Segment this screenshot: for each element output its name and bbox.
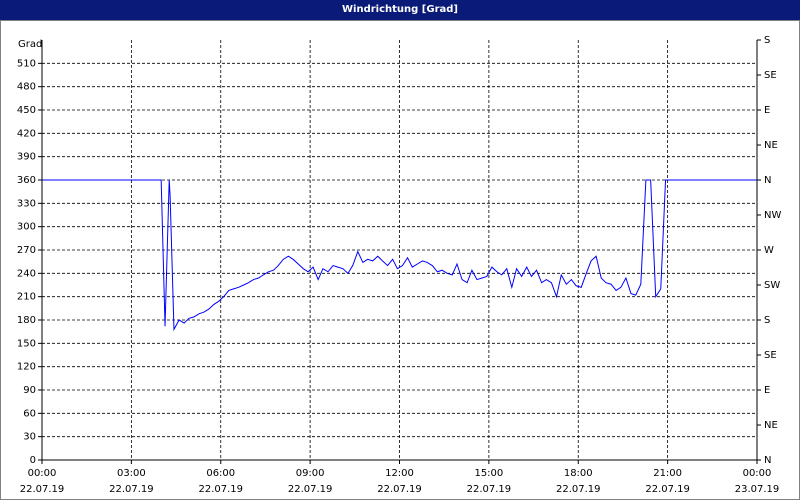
y2-tick-label: N: [764, 175, 771, 186]
x-tick-label: 12:00 22.07.19: [377, 468, 422, 495]
y-tick-label: 60: [23, 408, 36, 419]
y2-tick-label: W: [764, 245, 774, 256]
y-tick-label: 180: [17, 315, 36, 326]
y-tick-label: 240: [17, 268, 36, 279]
x-tick-label: 06:00 22.07.19: [198, 468, 244, 495]
y2-tick-label: NE: [764, 420, 778, 431]
y2-tick-label: NW: [764, 210, 781, 221]
line-series: [42, 179, 757, 332]
y-tick-label: 210: [17, 292, 36, 303]
y2-tick-label: E: [764, 385, 770, 396]
y-tick-label: 480: [17, 82, 36, 93]
y-tick-label: 30: [23, 432, 36, 443]
title-bar: Windrichtung [Grad]: [0, 0, 800, 20]
y-tick-label: 390: [17, 152, 36, 163]
x-tick-label: 00:00 22.07.19: [19, 468, 65, 495]
x-tick-label: 03:00 22.07.19: [109, 468, 154, 495]
y-tick-label: 150: [17, 338, 36, 349]
y2-tick-label: NE: [764, 140, 778, 151]
y-tick-label: 360: [17, 175, 36, 186]
y-tick-label: 270: [17, 245, 36, 256]
x-tick-label: 15:00 22.07.19: [466, 468, 512, 495]
frame: [0, 20, 800, 500]
x-tick-label: 00:00 23.07.19: [734, 468, 780, 495]
y-axis-label: Grad: [18, 39, 42, 50]
x-tick-label: 09:00 22.07.19: [287, 468, 333, 495]
y2-tick-label: S: [764, 315, 770, 326]
y-tick-label: 330: [17, 198, 36, 209]
y2-tick-label: SW: [764, 280, 780, 291]
y-tick-label: 0: [30, 455, 36, 466]
y-tick-label: 450: [17, 105, 36, 116]
y-tick-label: 120: [17, 362, 36, 373]
y2-tick-label: SE: [764, 70, 777, 81]
y2-tick-label: S: [764, 35, 770, 46]
y-tick-label: 90: [23, 385, 36, 396]
y2-tick-label: E: [764, 105, 770, 116]
x-tick-label: 18:00 22.07.19: [555, 468, 601, 495]
y2-tick-label: N: [764, 455, 771, 466]
y2-tick-label: SE: [764, 350, 777, 361]
y-tick-label: 420: [17, 128, 36, 139]
x-tick-label: 21:00 22.07.19: [645, 468, 690, 495]
y-tick-label: 300: [17, 222, 36, 233]
y-tick-label: 510: [17, 58, 36, 69]
